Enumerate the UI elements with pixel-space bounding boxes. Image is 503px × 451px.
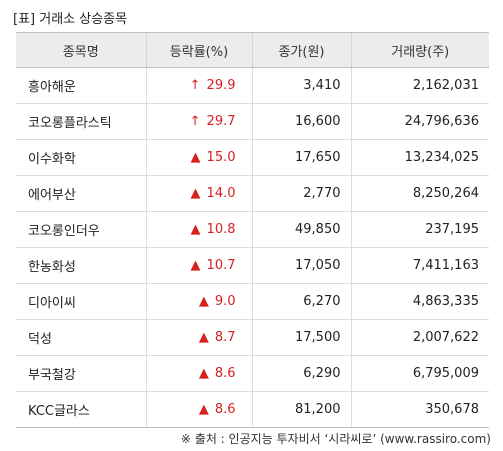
source-note: ※ 출처 : 인공지능 투자비서 ‘시라씨로’ (www.rassiro.com… [180,432,491,446]
change-rate-value: 15.0 [206,150,236,165]
change-rate: ▲ 8.7 [145,319,252,356]
trade-volume: 24,796,636 [350,103,489,140]
trade-volume: 350,678 [350,391,489,428]
change-rate-value: 14.0 [206,186,236,201]
header-change-rate: 등락률(%) [145,32,252,68]
up-arrow-icon: ▲ [190,186,201,201]
up-arrow-icon: ▲ [190,258,201,273]
change-rate-value: 10.7 [206,258,236,273]
stock-name: 코오롱인더우 [16,211,146,248]
change-rate: ▲ 8.6 [145,355,252,392]
up-arrow-icon: ▲ [198,294,209,309]
up-arrow-icon: ↑ [189,114,201,129]
table-row: 부국철강 ▲ 8.6 6,290 6,795,009 [16,355,489,392]
stock-name: 코오롱플라스틱 [16,103,146,140]
header-volume: 거래량(주) [350,32,489,68]
change-rate: ↑ 29.9 [145,67,252,104]
close-price: 17,050 [251,247,351,284]
table-row: 한농화성 ▲ 10.7 17,050 7,411,163 [16,247,489,284]
stock-name: 디아이씨 [16,283,146,320]
table-row: KCC글라스 ▲ 8.6 81,200 350,678 [16,391,489,428]
trade-volume: 4,863,335 [350,283,489,320]
table-header-row: 종목명 등락률(%) 종가(원) 거래량(주) [16,32,489,68]
trade-volume: 7,411,163 [350,247,489,284]
change-rate-value: 8.6 [214,366,236,381]
header-stock-name: 종목명 [16,32,146,68]
table-row: 디아이씨 ▲ 9.0 6,270 4,863,335 [16,283,489,320]
up-arrow-icon: ▲ [198,402,209,417]
up-arrow-icon: ↑ [189,78,201,93]
trade-volume: 6,795,009 [350,355,489,392]
close-price: 49,850 [251,211,351,248]
table-row: 코오롱인더우 ▲ 10.8 49,850 237,195 [16,211,489,248]
table-row: 이수화학 ▲ 15.0 17,650 13,234,025 [16,139,489,176]
change-rate: ↑ 29.7 [145,103,252,140]
close-price: 6,270 [251,283,351,320]
change-rate-value: 8.7 [214,330,236,345]
change-rate: ▲ 9.0 [145,283,252,320]
trade-volume: 2,162,031 [350,67,489,104]
stock-name: 한농화성 [16,247,146,284]
change-rate-value: 9.0 [214,294,236,309]
up-arrow-icon: ▲ [190,150,201,165]
trade-volume: 2,007,622 [350,319,489,356]
change-rate-value: 10.8 [206,222,236,237]
stock-table: 종목명 등락률(%) 종가(원) 거래량(주) 흥아해운 ↑ 29.9 3,410 2,… [16,32,489,428]
close-price: 16,600 [251,103,351,140]
stock-name: KCC글라스 [16,391,146,428]
change-rate: ▲ 10.7 [145,247,252,284]
change-rate: ▲ 8.6 [145,391,252,428]
close-price: 17,500 [251,319,351,356]
table-row: 덕성 ▲ 8.7 17,500 2,007,622 [16,319,489,356]
close-price: 2,770 [251,175,351,212]
table-row: 에어부산 ▲ 14.0 2,770 8,250,264 [16,175,489,212]
change-rate: ▲ 14.0 [145,175,252,212]
table-row: 코오롱플라스틱 ↑ 29.7 16,600 24,796,636 [16,103,489,140]
trade-volume: 13,234,025 [350,139,489,176]
stock-name: 부국철강 [16,355,146,392]
close-price: 3,410 [251,67,351,104]
change-rate: ▲ 10.8 [145,211,252,248]
up-arrow-icon: ▲ [198,330,209,345]
change-rate-value: 29.7 [206,114,236,129]
trade-volume: 8,250,264 [350,175,489,212]
change-rate-value: 29.9 [206,78,236,93]
up-arrow-icon: ▲ [190,222,201,237]
close-price: 6,290 [251,355,351,392]
change-rate-value: 8.6 [214,402,236,417]
stock-name: 흥아해운 [16,67,146,104]
change-rate: ▲ 15.0 [145,139,252,176]
page-title: [표] 거래소 상승종목 [13,12,128,27]
table-row: 흥아해운 ↑ 29.9 3,410 2,162,031 [16,67,489,104]
stock-name: 에어부산 [16,175,146,212]
stock-name: 이수화학 [16,139,146,176]
trade-volume: 237,195 [350,211,489,248]
close-price: 81,200 [251,391,351,428]
stock-name: 덕성 [16,319,146,356]
close-price: 17,650 [251,139,351,176]
up-arrow-icon: ▲ [198,366,209,381]
header-close-price: 종가(원) [251,32,351,68]
